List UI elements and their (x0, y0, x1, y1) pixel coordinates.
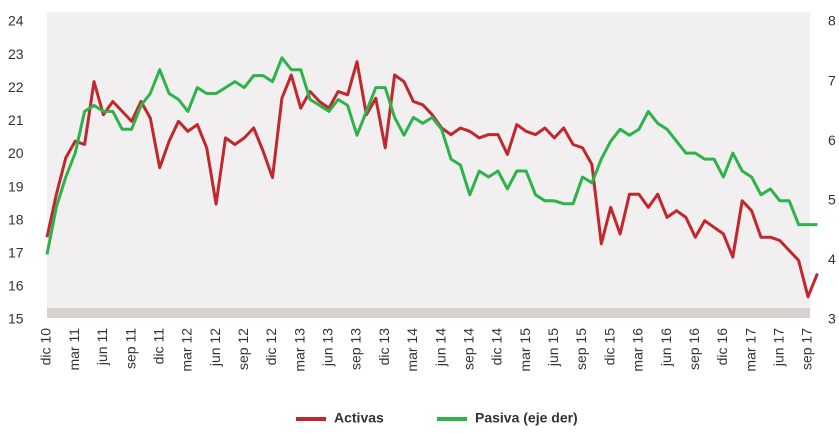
x-tick-label: jun 17 (771, 328, 787, 367)
x-tick-label: sep 15 (573, 328, 589, 370)
y-tick-label: 15 (8, 311, 24, 327)
series-line (45, 56, 818, 255)
x-tick-label: mar 12 (179, 328, 195, 372)
x-tick-label: sep 12 (235, 328, 251, 370)
legend-label: Pasiva (eje der) (475, 410, 578, 426)
x-tick-label: dic 11 (150, 328, 166, 365)
y2-tick-label: 6 (828, 132, 836, 148)
y-tick-label: 19 (8, 178, 24, 194)
y2-tick-label: 5 (828, 192, 836, 208)
x-tick-label: mar 17 (742, 328, 758, 372)
x-tick-label: mar 13 (291, 328, 307, 372)
y-tick-label: 22 (8, 79, 24, 95)
legend-label: Activas (334, 410, 384, 426)
y2-tick-label: 4 (828, 251, 836, 267)
y-tick-label: 23 (8, 46, 24, 62)
x-tick-label: dic 15 (601, 328, 617, 366)
y-tick-label: 20 (8, 145, 24, 161)
y2-tick-label: 7 (828, 72, 836, 88)
plot-floor (47, 308, 810, 318)
x-tick-label: jun 15 (545, 328, 561, 367)
x-tick-label: sep 11 (122, 328, 138, 369)
x-tick-label: jun 16 (658, 328, 674, 367)
x-tick-label: jun 13 (320, 328, 336, 367)
x-tick-label: sep 17 (799, 328, 815, 370)
x-tick-label: dic 16 (714, 328, 730, 366)
y-tick-label: 16 (8, 278, 24, 294)
x-tick-label: mar 16 (630, 328, 646, 372)
x-tick-label: mar 14 (404, 328, 420, 372)
x-tick-label: sep 14 (460, 328, 476, 370)
y-tick-label: 24 (8, 13, 24, 29)
x-tick-label: dic 13 (376, 328, 392, 366)
x-tick-label: dic 12 (263, 328, 279, 366)
x-tick-label: sep 16 (686, 328, 702, 370)
x-tick-label: sep 13 (348, 328, 364, 370)
x-tick-label: jun 14 (432, 328, 448, 367)
x-tick-label: jun 12 (207, 328, 223, 367)
x-tick-label: jun 11 (94, 328, 110, 366)
y-tick-label: 21 (8, 112, 24, 128)
x-tick-label: dic 14 (489, 328, 505, 366)
x-tick-label: mar 15 (517, 328, 533, 372)
x-tick-label: dic 10 (38, 328, 54, 366)
y-tick-label: 17 (8, 244, 24, 260)
y-tick-label: 18 (8, 211, 24, 227)
y2-tick-label: 8 (828, 13, 836, 29)
series-line (45, 60, 819, 299)
plot-background (47, 12, 810, 312)
x-tick-label: mar 11 (66, 328, 82, 371)
y2-tick-label: 3 (828, 311, 836, 327)
